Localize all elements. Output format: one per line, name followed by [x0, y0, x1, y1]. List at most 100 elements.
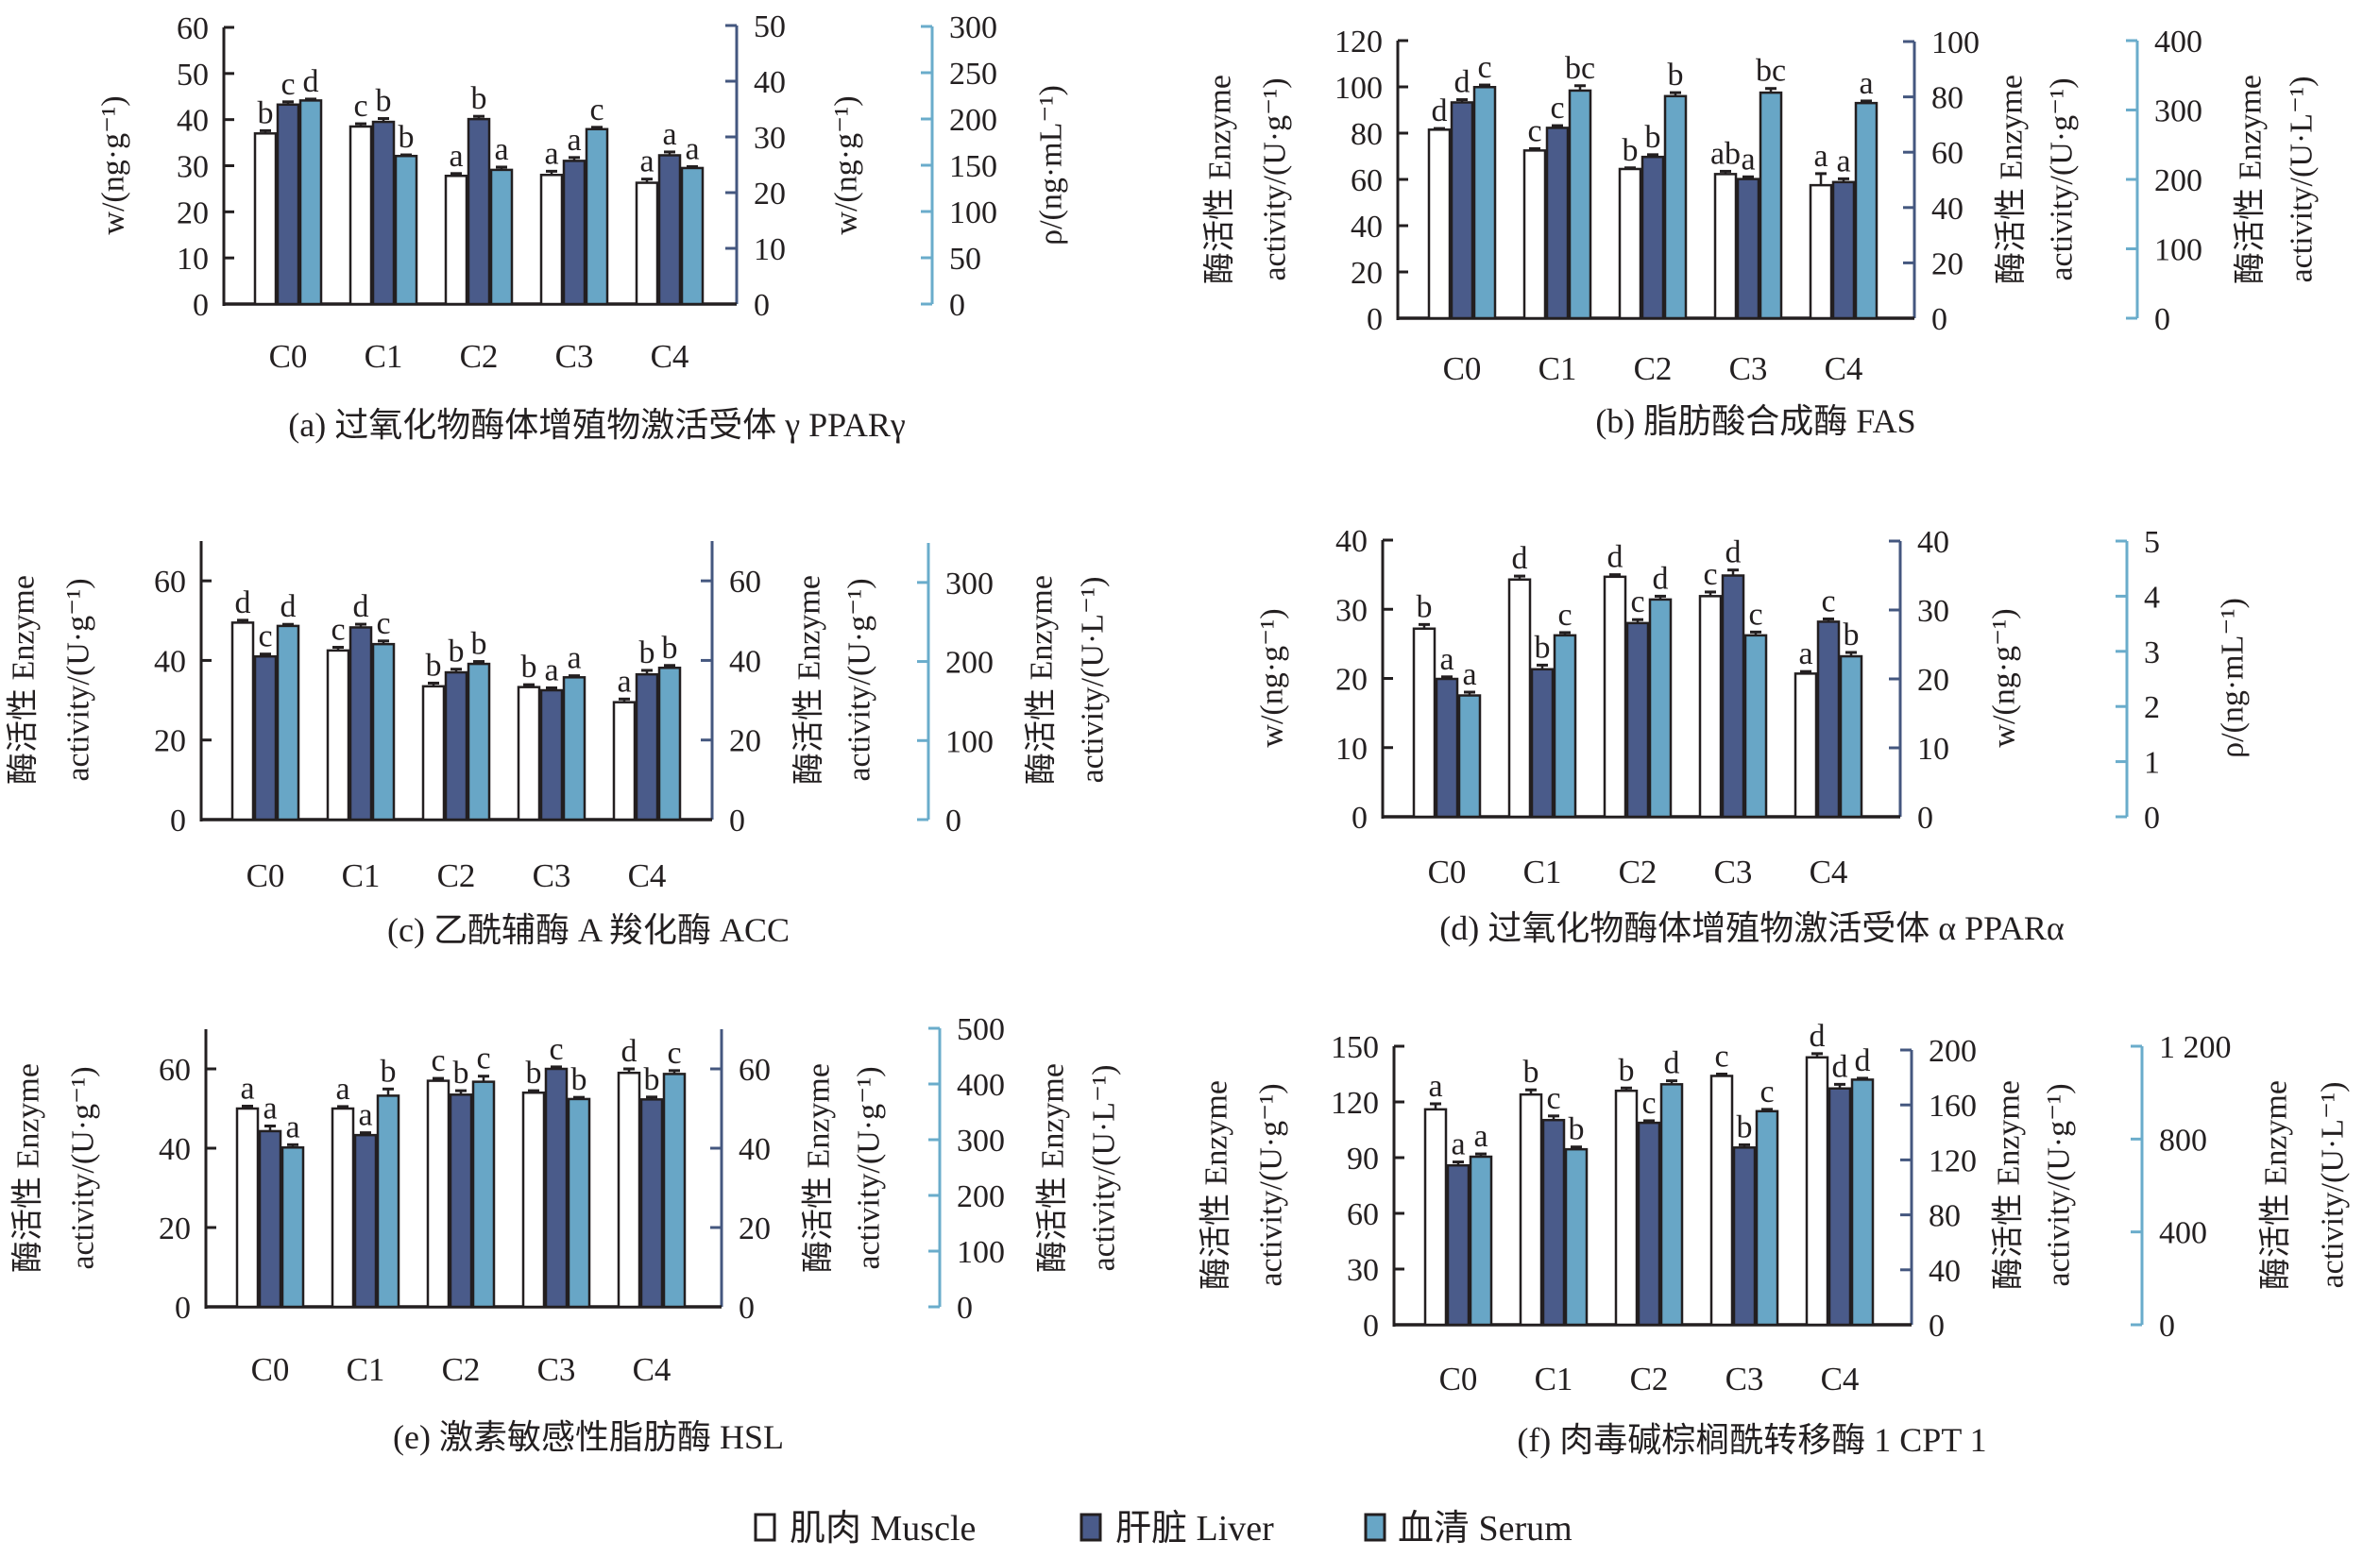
- significance-letter: b: [526, 1056, 542, 1091]
- chart-panel-c: 0 20 40 60 酶活性 Enzyme activity/(U·g⁻¹) 0 20 40 60…: [6, 541, 1111, 949]
- error-bar: [1750, 630, 1761, 635]
- tick-label: 150: [1331, 1030, 1379, 1065]
- significance-letter: d: [1432, 93, 1448, 128]
- bar-muscle: [617, 1071, 641, 1309]
- significance-letter: a: [263, 1091, 277, 1126]
- significance-letter: c: [258, 619, 272, 654]
- tick-label: 100: [1334, 71, 1383, 106]
- significance-letter: c: [431, 1043, 445, 1078]
- y-axis-liver: 0 20 40 60 酶活性 Enzyme activity/(U·g⁻¹): [710, 1029, 887, 1326]
- error-bar: [287, 1143, 298, 1148]
- significance-letter: d: [1810, 1019, 1826, 1054]
- significance-letter: b: [471, 81, 487, 116]
- axis-title-liver: 酶活性 Enzyme: [791, 575, 827, 785]
- error-bar: [496, 165, 507, 170]
- significance-letter: b: [1623, 133, 1639, 168]
- bar-group-C2: dcd C2: [1603, 540, 1673, 890]
- bar-group-C4: ab b C4: [612, 631, 682, 894]
- bar-liver: [539, 688, 564, 821]
- tick-label: 50: [754, 9, 786, 44]
- bar-serum: [371, 642, 396, 821]
- tick-label: 80: [1931, 81, 1964, 116]
- bar-serum: [1469, 1155, 1493, 1327]
- bar-muscle: [1507, 578, 1532, 819]
- tick-label: 120: [1334, 25, 1383, 59]
- error-bar: [282, 100, 294, 105]
- bar-liver: [562, 160, 586, 306]
- tick-label: 3: [2144, 635, 2160, 670]
- bar-liver: [1828, 1087, 1852, 1327]
- bar-muscle: [1427, 128, 1452, 320]
- bar-liver: [1446, 1163, 1470, 1327]
- axis-title-liver: activity/(U·g⁻¹): [2045, 77, 2080, 280]
- category-label: C1: [1535, 1361, 1573, 1397]
- error-bar: [1475, 1152, 1487, 1158]
- bar-group-C4: acb C4: [1794, 584, 1863, 890]
- bar-muscle: [635, 181, 659, 306]
- bar-muscle: [521, 1091, 546, 1309]
- significance-letter: c: [1630, 584, 1644, 619]
- chart-caption: (a) 过氧化物酶体增殖物激活受体 γ PPARγ: [288, 406, 906, 444]
- error-bar: [1761, 1108, 1773, 1111]
- bar-liver: [1732, 1146, 1757, 1327]
- tick-label: 1: [2144, 746, 2160, 781]
- y-axis-serum: 0 100 200 300 400 酶活性 Enzyme activity/(U·L⁻¹): [2126, 25, 2320, 337]
- significance-letter: b: [662, 631, 678, 666]
- tick-label: 300: [949, 10, 997, 45]
- error-bar: [641, 669, 653, 675]
- error-bar: [355, 122, 366, 127]
- bar-muscle: [1809, 183, 1833, 320]
- tick-label: 100: [1931, 25, 1980, 60]
- tick-label: 40: [1351, 210, 1383, 245]
- legend-swatch-muscle: [754, 1513, 776, 1542]
- significance-letter: a: [1798, 636, 1812, 671]
- tick-label: 30: [1917, 594, 1949, 629]
- significance-letter: d: [303, 64, 319, 99]
- significance-letter: c: [376, 606, 390, 641]
- tick-label: 0: [754, 288, 770, 323]
- error-bar: [305, 97, 316, 101]
- tick-label: 200: [957, 1179, 1005, 1214]
- legend-swatch-liver: [1080, 1513, 1102, 1542]
- significance-letter: c: [331, 613, 345, 648]
- error-bar: [623, 1067, 635, 1074]
- significance-letter: a: [1451, 1127, 1465, 1162]
- axis-title-serum: 酶活性 Enzyme: [2233, 75, 2269, 284]
- significance-letter: c: [1550, 91, 1564, 126]
- significance-letter: a: [358, 1098, 372, 1133]
- tick-label: 50: [949, 242, 981, 277]
- error-bar: [1632, 618, 1643, 623]
- category-label: C3: [533, 857, 571, 894]
- significance-letter: a: [1428, 1069, 1442, 1104]
- error-bar: [237, 618, 248, 623]
- bar-group-C1: cd c C1: [326, 589, 396, 894]
- bar-group-C1: aab C1: [331, 1054, 400, 1388]
- error-bar: [1716, 1073, 1727, 1076]
- legend-swatch-serum: [1364, 1513, 1386, 1542]
- bar-muscle: [1603, 575, 1627, 819]
- error-bar: [1742, 175, 1754, 179]
- bar-muscle: [1614, 1089, 1639, 1327]
- axis-title-serum: activity/(U·L⁻¹): [1076, 577, 1111, 784]
- significance-letter: a: [544, 653, 558, 688]
- error-bar: [473, 114, 484, 120]
- bar-muscle: [539, 174, 564, 306]
- error-bar: [1464, 690, 1475, 696]
- bar-serum: [657, 667, 682, 821]
- legend-label-serum: 血清 Serum: [1398, 1509, 1572, 1549]
- significance-letter: b: [453, 1056, 469, 1091]
- tick-label: 10: [1335, 732, 1368, 767]
- bar-serum: [585, 127, 609, 306]
- error-bar: [264, 1124, 276, 1131]
- significance-letter: a: [1741, 142, 1755, 177]
- tick-label: 250: [949, 57, 997, 92]
- error-bar: [1800, 669, 1811, 674]
- bar-group-C0: bc d C0: [253, 64, 323, 375]
- tick-label: 30: [177, 150, 209, 185]
- tick-label: 0: [1931, 302, 1947, 337]
- category-label: C4: [1825, 350, 1863, 387]
- bar-liver: [1530, 668, 1555, 819]
